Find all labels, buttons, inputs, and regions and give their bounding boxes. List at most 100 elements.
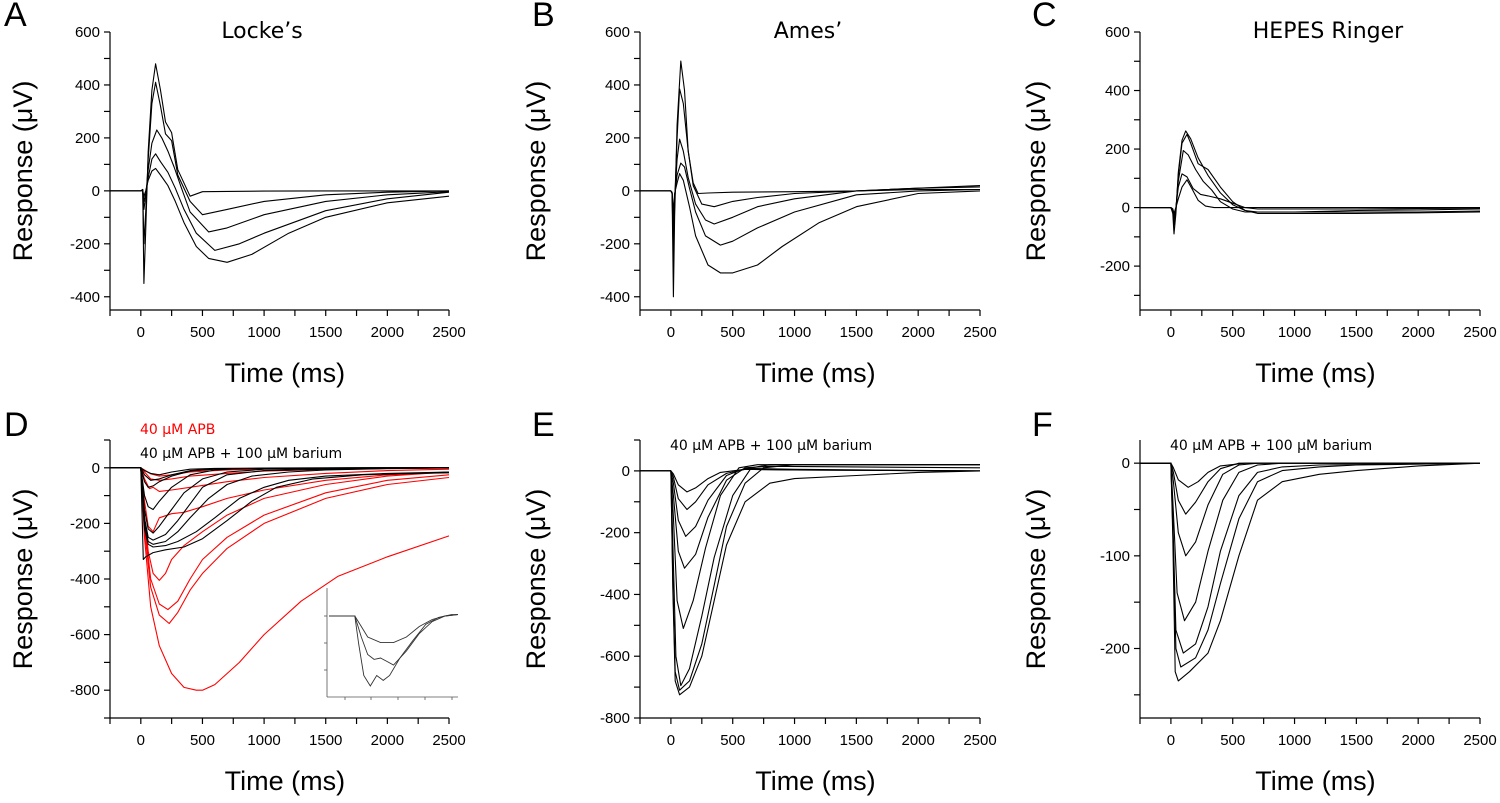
x-tick-label: 2000	[901, 732, 934, 749]
x-tick-label: 2500	[432, 732, 465, 749]
panel-letter: B	[532, 0, 555, 34]
series-line-apb-4	[110, 467, 450, 533]
panel-d: D 0 500 1000 1500 2000 2500 -800 -600 -400 -200 0 Ti…	[4, 406, 466, 796]
panel-letter: C	[1032, 0, 1057, 34]
y-tick-label: -400	[600, 289, 630, 306]
y-tick-label: -400	[70, 571, 100, 588]
x-tick-label: 2500	[1463, 732, 1496, 749]
panel-letter: E	[532, 406, 555, 444]
x-tick-label: 1000	[1278, 732, 1311, 749]
y-tick-label: 600	[605, 24, 630, 41]
y-tick-label: 200	[605, 130, 630, 147]
y-tick-label: 400	[1105, 83, 1130, 100]
series-line-trace-2	[640, 88, 981, 258]
series-line-trace-8	[640, 470, 981, 696]
x-tick-label: 2000	[901, 324, 934, 341]
x-tick-label: 0	[667, 732, 675, 749]
panel-f: F 0 500 1000 1500 2000 2500 -200 -100 0 Time (ms) R…	[1021, 406, 1497, 796]
y-tick-label: -200	[1100, 641, 1130, 658]
x-tick-label: 0	[137, 324, 145, 341]
y-axis-title: Response (μV)	[8, 489, 38, 670]
y-tick-label: -100	[1100, 548, 1130, 565]
x-tick-label: 1000	[247, 324, 280, 341]
series-line-trace-3	[110, 129, 450, 233]
x-tick-label: 2000	[1401, 324, 1434, 341]
x-tick-label: 2500	[963, 732, 996, 749]
panel-e: E 0 500 1000 1500 2000 2500 -800 -600 -400 -200 0 Ti…	[521, 406, 997, 796]
series-line-trace-3	[640, 138, 980, 240]
x-tick-label: 2500	[963, 324, 996, 341]
series-line-ba-6	[110, 467, 450, 541]
x-tick-label: 1000	[247, 732, 280, 749]
y-tick-label: 600	[75, 24, 100, 41]
x-tick-label: 1500	[840, 732, 873, 749]
series-line-trace-5	[110, 167, 450, 263]
panel-c: C HEPES Ringer 0 500 1000 1500 2000 2500 -200 0 20…	[1021, 0, 1497, 388]
y-tick-label: -600	[70, 627, 100, 644]
y-tick-label: 0	[622, 183, 630, 200]
y-tick-label: 0	[1122, 200, 1130, 217]
panel-b: B Ames’ 0 500 1000 1500 2000 2500 -400 -200 0 200 40…	[521, 0, 997, 388]
series-line-ba-9	[110, 467, 450, 561]
y-axis-title: Response (μV)	[1021, 81, 1051, 262]
x-tick-label: 0	[137, 732, 145, 749]
panel-letter: A	[4, 0, 27, 34]
inset-series-inset-2	[329, 614, 459, 666]
x-axis-title: Time (ms)	[1255, 766, 1375, 796]
x-tick-label: 2500	[432, 324, 465, 341]
series-line-trace-4	[1140, 173, 1481, 217]
x-tick-label: 500	[1220, 732, 1245, 749]
y-axis-title: Response (μV)	[1021, 489, 1051, 670]
panel-title: Locke’s	[221, 19, 302, 44]
series-line-trace-4	[110, 153, 450, 251]
x-tick-label: 1500	[1340, 732, 1373, 749]
series-line-ba-8	[110, 467, 450, 548]
y-tick-label: 0	[92, 183, 100, 200]
panel-title: HEPES Ringer	[1253, 19, 1404, 44]
series-line-trace-5	[1140, 179, 1480, 214]
x-tick-label: 2000	[371, 324, 404, 341]
x-tick-label: 1000	[778, 732, 811, 749]
series-line-trace-1	[110, 63, 449, 285]
x-tick-label: 1500	[840, 324, 873, 341]
y-tick-label: -400	[600, 586, 630, 603]
series-line-trace-4	[640, 162, 981, 246]
series-line-apb-8	[110, 467, 450, 691]
x-tick-label: 500	[720, 732, 745, 749]
y-tick-label: 400	[605, 77, 630, 94]
series-line-trace-3	[1140, 462, 1480, 557]
series-line-trace-2	[1140, 133, 1481, 226]
y-tick-label: -600	[600, 648, 630, 665]
series-line-apb-3	[110, 467, 450, 492]
x-tick-label: 0	[1167, 732, 1175, 749]
x-axis-title: Time (ms)	[755, 358, 875, 388]
panel-title: Ames’	[774, 19, 842, 44]
x-tick-label: 500	[1220, 324, 1245, 341]
y-tick-label: -200	[70, 515, 100, 532]
x-tick-label: 0	[1167, 324, 1175, 341]
y-axis-title: Response (μV)	[521, 81, 551, 262]
y-tick-label: 0	[622, 463, 630, 480]
x-tick-label: 500	[190, 732, 215, 749]
y-tick-label: 400	[75, 77, 100, 94]
y-tick-label: 200	[1105, 141, 1130, 158]
x-tick-label: 1500	[1340, 324, 1373, 341]
inset-series-inset-3	[329, 614, 458, 687]
inset-plot	[324, 588, 459, 700]
y-tick-label: -200	[1100, 258, 1130, 275]
y-tick-label: 0	[1122, 455, 1130, 472]
y-tick-label: -800	[600, 710, 630, 727]
y-tick-label: -200	[600, 525, 630, 542]
y-tick-label: 0	[92, 460, 100, 477]
y-tick-label: 200	[75, 130, 100, 147]
x-tick-label: 1000	[778, 324, 811, 341]
panel-letter: F	[1032, 406, 1053, 444]
series-line-trace-5	[640, 464, 980, 629]
series-line-trace-5	[640, 173, 981, 274]
panel-letter: D	[4, 406, 29, 444]
x-tick-label: 2000	[371, 732, 404, 749]
x-tick-label: 500	[190, 324, 215, 341]
series-line-ba-5	[110, 467, 450, 534]
y-tick-label: -200	[600, 236, 630, 253]
